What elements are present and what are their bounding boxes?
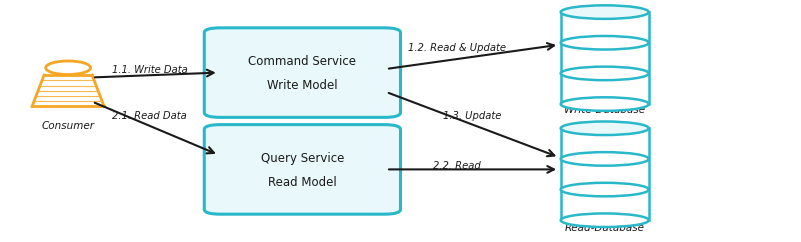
Text: Consumer: Consumer — [42, 121, 95, 131]
FancyBboxPatch shape — [204, 125, 400, 214]
Text: 1.3. Update: 1.3. Update — [444, 111, 501, 121]
Text: Read-Database: Read-Database — [565, 223, 645, 233]
Text: 1.2. Read & Update: 1.2. Read & Update — [408, 43, 505, 53]
Text: Query Service: Query Service — [260, 152, 344, 165]
Text: 2.1. Read Data: 2.1. Read Data — [112, 111, 187, 121]
Ellipse shape — [561, 36, 649, 50]
Ellipse shape — [561, 183, 649, 196]
Ellipse shape — [561, 97, 649, 111]
Text: Write-Database: Write-Database — [564, 105, 646, 115]
Ellipse shape — [561, 67, 649, 80]
Text: 2.2. Read: 2.2. Read — [433, 161, 481, 171]
Ellipse shape — [561, 152, 649, 166]
Text: Write Model: Write Model — [267, 79, 338, 92]
Bar — [561, 128, 649, 220]
Text: Read Model: Read Model — [268, 176, 336, 189]
Ellipse shape — [561, 213, 649, 227]
Ellipse shape — [561, 121, 649, 135]
Bar — [561, 12, 649, 104]
Text: Command Service: Command Service — [248, 55, 356, 68]
Text: 1.1. Write Data: 1.1. Write Data — [112, 65, 187, 75]
FancyBboxPatch shape — [204, 28, 400, 117]
Ellipse shape — [561, 5, 649, 19]
